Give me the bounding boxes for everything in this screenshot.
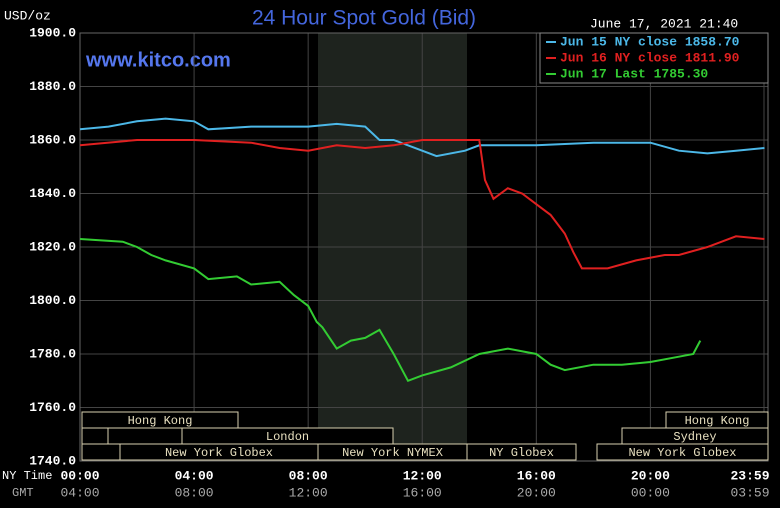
series-line	[79, 117, 765, 158]
session-label: London	[266, 430, 309, 444]
y-tick-label: 1820.0	[29, 239, 76, 254]
legend-label: Jun 15 NY close 1858.70	[560, 34, 740, 49]
x2-tick-label: 20:00	[517, 485, 556, 500]
watermark: www.kitco.com	[85, 49, 231, 71]
x2-tick-label: 00:00	[631, 485, 670, 500]
session-label: Hong Kong	[685, 414, 750, 428]
series-line	[79, 238, 702, 383]
legend-label: Jun 16 NY close 1811.90	[560, 50, 740, 65]
session-label: Sydney	[673, 430, 716, 444]
y-tick-label: 1760.0	[29, 400, 76, 415]
x2-tick-label: 12:00	[289, 485, 328, 500]
x-tick-label: 23:59	[730, 468, 769, 483]
session-box	[81, 443, 121, 461]
chart-title: 24 Hour Spot Gold (Bid)	[252, 7, 476, 30]
session-box	[596, 443, 769, 461]
session-label: New York NYMEX	[342, 446, 443, 460]
x2-label: GMT	[12, 486, 34, 500]
y-tick-label: 1900.0	[29, 25, 76, 40]
session-label: NY Globex	[489, 446, 554, 460]
session-box	[466, 443, 577, 461]
x-label: NY Time	[2, 469, 52, 483]
x-tick-label: 08:00	[289, 468, 328, 483]
x-tick-label: 12:00	[403, 468, 442, 483]
y-tick-label: 1780.0	[29, 346, 76, 361]
series-line	[79, 139, 765, 270]
session-label: New York Globex	[628, 446, 736, 460]
session-box	[107, 427, 183, 445]
x-tick-label: 04:00	[175, 468, 214, 483]
y-unit: USD/oz	[4, 8, 51, 23]
x-tick-label: 00:00	[60, 468, 99, 483]
x2-tick-label: 04:00	[60, 485, 99, 500]
x-tick-label: 16:00	[517, 468, 556, 483]
y-tick-label: 1800.0	[29, 293, 76, 308]
x2-tick-label: 16:00	[403, 485, 442, 500]
plot-border	[79, 32, 769, 462]
legend-box	[539, 32, 769, 84]
session-label: Hong Kong	[128, 414, 193, 428]
session-label: New York Globex	[165, 446, 273, 460]
y-tick-label: 1860.0	[29, 132, 76, 147]
x2-tick-label: 08:00	[175, 485, 214, 500]
y-tick-label: 1740.0	[29, 453, 76, 468]
x-tick-label: 20:00	[631, 468, 670, 483]
y-tick-label: 1840.0	[29, 186, 76, 201]
legend-label: Jun 17 Last 1785.30	[560, 66, 708, 81]
session-box	[81, 427, 109, 445]
session-box	[81, 411, 239, 429]
date: June 17, 2021 21:40	[590, 16, 738, 31]
y-tick-label: 1880.0	[29, 79, 76, 94]
x2-tick-label: 03:59	[730, 485, 769, 500]
